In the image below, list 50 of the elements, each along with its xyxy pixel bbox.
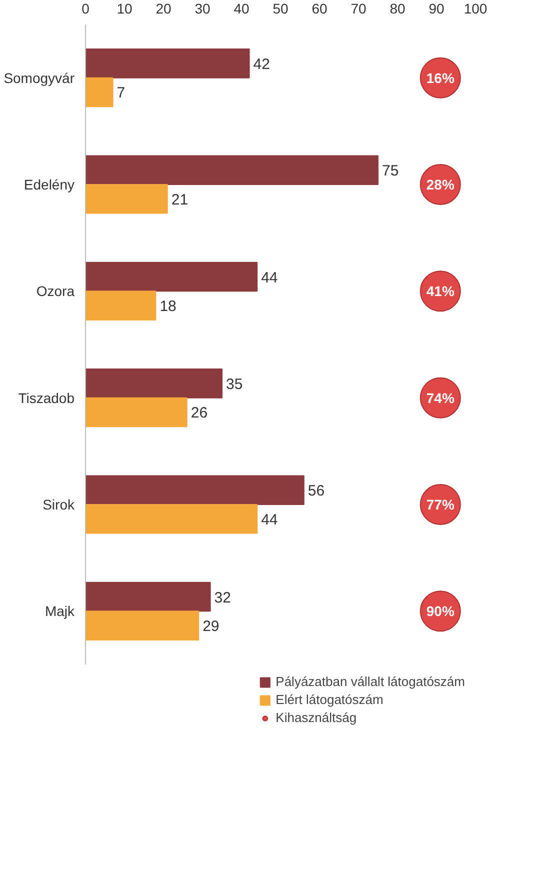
x-tick-label: 0 — [82, 0, 90, 16]
data-label: 35 — [226, 376, 243, 393]
y-tick-label: Edelény — [24, 176, 74, 192]
bar — [86, 368, 222, 398]
data-label: 18 — [160, 298, 176, 316]
bar — [86, 184, 168, 214]
bar — [86, 290, 156, 320]
bar — [86, 77, 114, 108]
bar — [86, 475, 304, 505]
x-tick-label: 70 — [350, 0, 366, 16]
y-tick-label: Majk — [44, 603, 76, 620]
data-label: 44 — [261, 269, 278, 286]
data-label: 44 — [261, 511, 278, 528]
x-tick-label: 30 — [194, 0, 210, 16]
annotation: 28% — [426, 176, 455, 192]
bar — [86, 610, 200, 640]
legend-label: Elért látogatószám — [276, 692, 384, 707]
legend-label: Pályázatban vállalt látogatószám — [276, 674, 465, 689]
annotation: 90% — [426, 603, 455, 620]
data-label: 7 — [116, 84, 126, 102]
data-label: 42 — [253, 56, 270, 73]
legend-label: Kihasználtság — [276, 710, 357, 725]
data-label: 29 — [202, 618, 220, 636]
bar — [86, 397, 188, 428]
bar — [86, 504, 258, 534]
data-label: 75 — [382, 162, 399, 180]
bar — [86, 262, 258, 292]
bar — [86, 48, 250, 78]
annotation: 16% — [426, 70, 455, 86]
annotation: 77% — [426, 496, 455, 512]
data-label: 32 — [214, 589, 231, 606]
y-tick-label: Somogyvár — [4, 70, 75, 86]
x-tick-label: 80 — [390, 0, 406, 16]
annotation: 41% — [426, 283, 455, 300]
x-tick-label: 40 — [234, 0, 250, 16]
x-tick-label: 60 — [312, 0, 328, 16]
x-tick-label: 50 — [272, 0, 288, 16]
bar — [86, 155, 378, 185]
data-label: 26 — [190, 404, 208, 422]
x-tick-label: 100 — [464, 0, 488, 16]
annotation: 74% — [426, 390, 455, 406]
y-tick-label: Ozora — [36, 283, 75, 300]
data-label: 21 — [171, 191, 188, 208]
data-label: 56 — [308, 482, 325, 500]
y-tick-label: Tiszadob — [18, 390, 75, 406]
x-tick-label: 90 — [428, 0, 444, 16]
x-tick-label: 10 — [116, 0, 132, 16]
x-tick-label: 20 — [156, 0, 172, 16]
bar — [86, 582, 211, 612]
y-tick-label: Sirok — [42, 496, 76, 512]
